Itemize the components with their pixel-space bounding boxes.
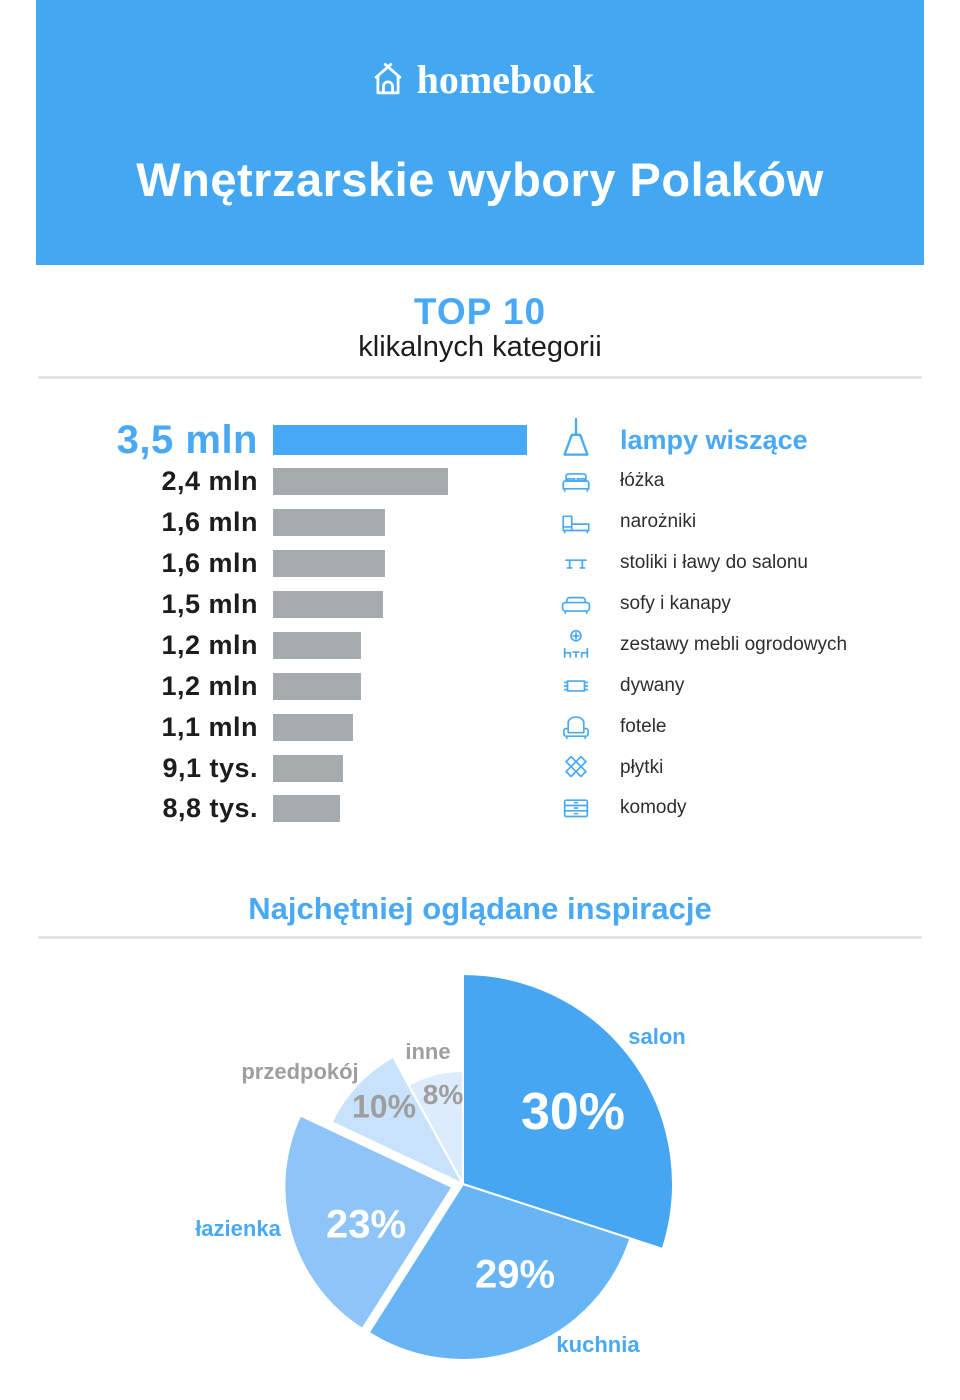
bar-row: 1,1 mln fotele <box>0 703 960 751</box>
rug-icon <box>550 662 602 710</box>
category-label: łóżka <box>620 470 665 491</box>
bar-value-label: 1,6 mln <box>161 506 258 537</box>
bar-value-label: 1,6 mln <box>161 547 258 578</box>
bed-icon <box>550 457 602 505</box>
bar <box>273 713 353 741</box>
bar <box>273 754 343 782</box>
pie-label-łazienka: łazienka <box>195 1216 281 1241</box>
pie-slice-łazienka <box>283 1114 454 1330</box>
header: homebook Wnętrzarskie wybory Polaków <box>36 0 924 265</box>
bar <box>273 467 448 495</box>
bar-value-label: 1,1 mln <box>161 711 258 742</box>
bar-row: 1,2 mln dywany <box>0 662 960 710</box>
armchair-icon <box>550 703 602 751</box>
bar <box>273 631 361 659</box>
pie-percent-łazienka: 23% <box>325 1202 407 1247</box>
pie-label-przedpokój: przedpokój <box>241 1059 359 1084</box>
section2-title: Najchętniej oglądane inspiracje <box>248 891 712 926</box>
category-label: zestawy mebli ogrodowych <box>620 634 848 655</box>
category-label: komody <box>620 797 687 818</box>
corner-sofa-icon <box>550 498 602 546</box>
bar <box>273 549 385 577</box>
category-label: sofy i kanapy <box>620 593 731 614</box>
homebook-house-icon <box>366 60 410 100</box>
category-label: stoliki i ławy do salonu <box>620 552 808 573</box>
dresser-icon <box>550 784 602 832</box>
category-label: dywany <box>620 675 685 696</box>
category-label: lampy wiszące <box>620 424 808 455</box>
category-label: fotele <box>620 716 667 737</box>
page-title: Wnętrzarskie wybory Polaków <box>136 153 824 206</box>
coffee-table-icon <box>550 539 602 587</box>
bar-value-label: 3,5 mln <box>116 417 258 462</box>
divider <box>38 376 922 379</box>
bar-row: 3,5 mln lampy wiszące <box>0 416 960 464</box>
bar-row: 8,8 tys. komody <box>0 784 960 832</box>
pie-label-salon: salon <box>628 1024 686 1049</box>
sofa-icon <box>550 580 602 628</box>
bar-row: 1,6 mln narożniki <box>0 498 960 546</box>
bar <box>273 590 383 618</box>
bar <box>273 425 527 455</box>
pie-percent-kuchnia: 29% <box>474 1252 556 1297</box>
pie-percent-przedpokój: 10% <box>351 1088 417 1125</box>
logo-text: homebook <box>416 57 595 102</box>
garden-furniture-icon <box>550 621 602 669</box>
bar-value-label: 1,2 mln <box>161 629 258 660</box>
bar-value-label: 1,5 mln <box>161 588 258 619</box>
bar-row: 2,4 mln łóżka <box>0 457 960 505</box>
section1-subtitle: klikalnych kategorii <box>358 331 602 363</box>
pie-slice-salon <box>462 973 674 1250</box>
section1-title: TOP 10 <box>413 291 547 332</box>
divider <box>38 936 922 939</box>
tiles-icon <box>550 744 602 792</box>
bar-row: 9,1 tys. płytki <box>0 744 960 792</box>
pie-slice-kuchnia <box>367 1183 632 1361</box>
bar-value-label: 9,1 tys. <box>162 752 258 783</box>
logo: homebook <box>36 60 924 100</box>
pie-chart-svg <box>283 973 674 1361</box>
bar-value-label: 8,8 tys. <box>162 792 258 823</box>
pie-label-kuchnia: kuchnia <box>556 1332 640 1357</box>
bar-row: 1,5 mln sofy i kanapy <box>0 580 960 628</box>
bar-row: 1,2 mln zestawy mebli ogrodowych <box>0 621 960 669</box>
pendant-lamp-icon <box>550 416 602 464</box>
pie-label-inne: inne <box>405 1039 451 1064</box>
bar-row: 1,6 mln stoliki i ławy do salonu <box>0 539 960 587</box>
bar <box>273 508 385 536</box>
category-label: narożniki <box>620 511 697 532</box>
pie-percent-salon: 30% <box>520 1083 626 1141</box>
pie-slice-przedpokój <box>330 1055 464 1185</box>
pie-percent-inne: 8% <box>422 1079 464 1110</box>
bar-value-label: 1,2 mln <box>161 670 258 701</box>
bar <box>273 794 340 822</box>
bar <box>273 672 361 700</box>
bar-value-label: 2,4 mln <box>161 465 258 496</box>
category-label: płytki <box>620 757 664 778</box>
